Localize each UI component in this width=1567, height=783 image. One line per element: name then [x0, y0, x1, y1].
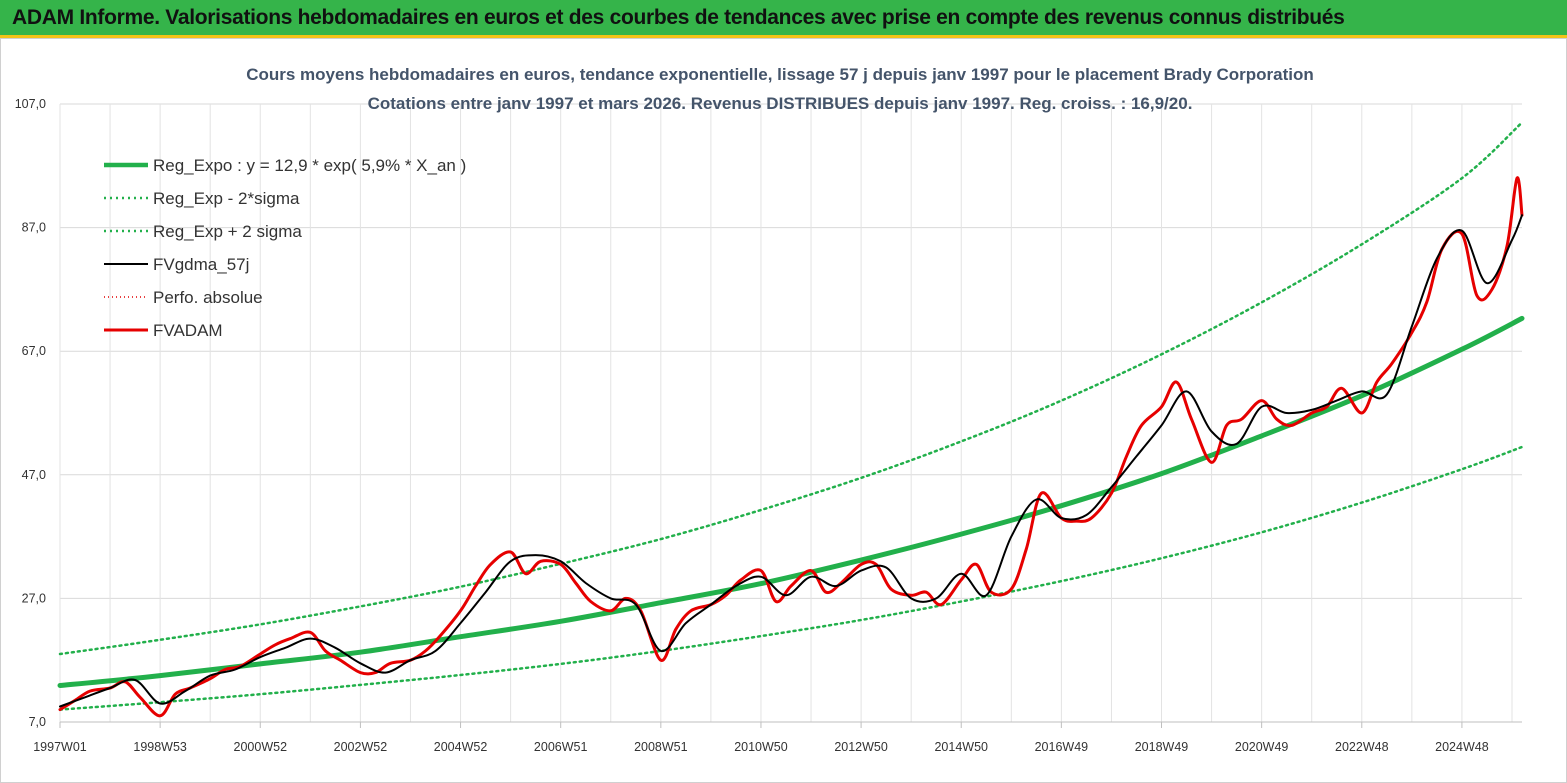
- x-tick-label: 2018W49: [1135, 740, 1189, 754]
- y-axis-ticks: 107,0 87,0 67,0 47,0 27,0 7,0: [15, 97, 46, 729]
- chart-title: Cours moyens hebdomadaires en euros, ten…: [246, 65, 1314, 84]
- series-line-reg-expo-y-12-9-exp-5-9-x-an: [57, 315, 1525, 688]
- x-tick-label: 2008W51: [634, 740, 688, 754]
- series-line-reg-exp-2-sigma: [58, 121, 1524, 656]
- x-tick-label: 2010W50: [734, 740, 788, 754]
- legend: Reg_Expo : y = 12,9 * exp( 5,9% * X_an )…: [104, 156, 466, 340]
- x-tick-label: 2006W51: [534, 740, 588, 754]
- x-tick-label: 2014W50: [934, 740, 988, 754]
- series-line-fvadam: [58, 176, 1524, 718]
- legend-label: FVgdma_57j: [153, 255, 249, 274]
- header-banner: ADAM Informe. Valorisations hebdomadaire…: [0, 0, 1567, 38]
- x-tick-label: 2020W49: [1235, 740, 1289, 754]
- series-line-fvgdma-57j: [59, 214, 1523, 708]
- y-tick-label: 67,0: [22, 344, 46, 358]
- x-tick-label: 2022W48: [1335, 740, 1389, 754]
- x-tick-label: 1998W53: [133, 740, 187, 754]
- legend-label: Reg_Exp + 2 sigma: [153, 222, 302, 241]
- x-tick-label: 2016W49: [1035, 740, 1089, 754]
- x-axis-ticks: 1997W01 1998W53 2000W52 2002W52 2004W52 2006W…: [33, 722, 1489, 754]
- y-tick-label: 87,0: [22, 221, 46, 235]
- y-tick-label: 47,0: [22, 468, 46, 482]
- y-tick-label: 7,0: [29, 715, 46, 729]
- chart-grid: [59, 103, 1522, 723]
- y-tick-label: 27,0: [22, 591, 46, 605]
- x-tick-label: 1997W01: [33, 740, 87, 754]
- page-title: ADAM Informe. Valorisations hebdomadaire…: [12, 6, 1345, 29]
- series-layer: [57, 121, 1525, 718]
- x-tick-label: 2024W48: [1435, 740, 1489, 754]
- x-tick-label: 2012W50: [834, 740, 888, 754]
- legend-label: Reg_Expo : y = 12,9 * exp( 5,9% * X_an ): [153, 156, 466, 175]
- x-tick-label: 2004W52: [434, 740, 488, 754]
- legend-label: Reg_Exp - 2*sigma: [153, 189, 300, 208]
- legend-label: FVADAM: [153, 321, 223, 340]
- x-tick-label: 2002W52: [334, 740, 388, 754]
- x-tick-label: 2000W52: [234, 740, 288, 754]
- y-tick-label: 107,0: [15, 97, 46, 111]
- chart-subtitle: Cotations entre janv 1997 et mars 2026. …: [368, 94, 1193, 113]
- legend-label: Perfo. absolue: [153, 288, 263, 307]
- series-line-reg-exp-2-sigma: [58, 445, 1524, 711]
